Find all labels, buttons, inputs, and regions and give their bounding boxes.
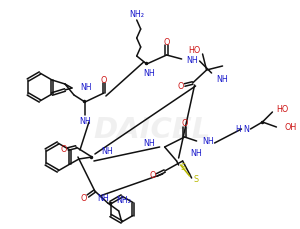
Text: NH: NH xyxy=(80,82,92,91)
Text: NH₂: NH₂ xyxy=(116,196,131,204)
Text: OH: OH xyxy=(284,123,297,132)
Text: O: O xyxy=(81,194,87,203)
Text: NH: NH xyxy=(190,149,202,158)
Text: S: S xyxy=(193,175,198,184)
Text: HO: HO xyxy=(276,104,289,113)
Text: NH: NH xyxy=(143,138,155,147)
Text: O: O xyxy=(182,119,188,128)
Text: H: H xyxy=(236,124,242,133)
Text: NH: NH xyxy=(217,74,228,83)
Text: O: O xyxy=(149,171,156,180)
Text: O: O xyxy=(61,145,67,154)
Text: O: O xyxy=(177,81,184,90)
Text: S: S xyxy=(180,162,185,171)
Text: NH: NH xyxy=(187,55,198,64)
Text: NH: NH xyxy=(79,116,91,125)
Text: O: O xyxy=(164,37,170,46)
Text: DAICEL: DAICEL xyxy=(93,115,210,143)
Text: NH: NH xyxy=(202,137,214,146)
Text: NH: NH xyxy=(143,68,154,77)
Text: NH: NH xyxy=(101,147,113,156)
Text: HO: HO xyxy=(188,45,201,54)
Text: NH₂: NH₂ xyxy=(129,9,144,18)
Text: NH: NH xyxy=(97,194,109,203)
Text: O: O xyxy=(101,75,107,84)
Text: N: N xyxy=(244,125,249,134)
